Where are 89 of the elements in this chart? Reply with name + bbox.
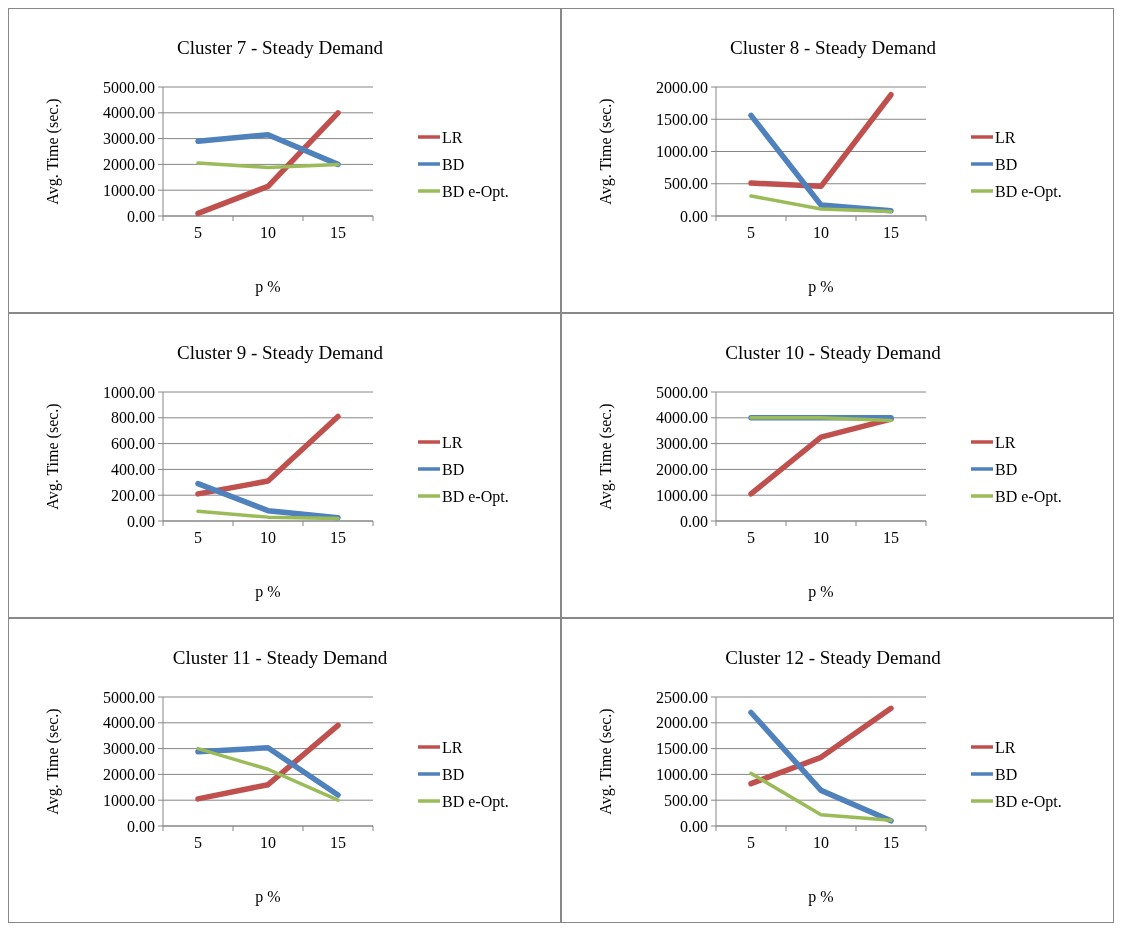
y-axis-title: Avg. Time (sec.) [44,708,62,815]
legend-label: BD [442,460,465,478]
legend-label: BD e-Opt. [995,182,1062,201]
y-tick-label: 1000.00 [103,791,155,809]
legend-label: BD [442,155,465,173]
y-axis-title: Avg. Time (sec.) [597,403,615,510]
y-tick-label: 2000.00 [656,461,708,478]
y-tick-label: 3000.00 [103,130,155,148]
y-axis-title: Avg. Time (sec.) [44,98,62,205]
x-tick-label: 15 [330,529,346,546]
y-axis-title: Avg. Time (sec.) [597,98,615,205]
legend-label: BD e-Opt. [995,792,1062,811]
legend-label: LR [442,738,463,756]
x-tick-label: 10 [813,529,829,546]
y-tick-label: 1000.00 [103,383,155,401]
x-tick-label: 15 [883,224,899,241]
y-tick-label: 1000.00 [656,486,708,504]
legend-label: LR [442,433,463,451]
chart-title: Cluster 7 - Steady Demand [177,37,384,58]
y-tick-label: 0.00 [680,817,708,835]
y-tick-label: 0.00 [680,207,708,225]
x-axis-title: p % [255,888,281,906]
x-tick-label: 10 [260,224,276,241]
y-tick-label: 4000.00 [103,104,155,122]
x-axis-title: p % [808,888,834,906]
x-tick-label: 5 [194,834,202,851]
legend-label: BD [995,155,1018,173]
y-tick-label: 3000.00 [656,435,708,453]
y-tick-label: 0.00 [127,512,155,530]
legend-label: LR [995,738,1016,756]
legend-label: LR [442,128,463,146]
y-tick-label: 0.00 [127,817,155,835]
x-tick-label: 10 [813,834,829,851]
y-axis-title: Avg. Time (sec.) [597,708,615,815]
chart-title: Cluster 9 - Steady Demand [177,342,384,363]
y-tick-label: 500.00 [664,791,708,809]
x-axis-title: p % [808,583,834,601]
legend-label: BD e-Opt. [442,792,509,811]
chart-title: Cluster 12 - Steady Demand [725,647,942,668]
x-tick-label: 10 [813,224,829,241]
y-tick-label: 800.00 [111,409,155,427]
legend-label: BD [995,765,1018,783]
y-tick-label: 200.00 [111,486,155,504]
y-tick-label: 5000.00 [103,688,155,706]
y-tick-label: 400.00 [111,461,155,478]
y-tick-label: 2000.00 [656,714,708,732]
y-tick-label: 2000.00 [103,156,155,173]
legend-label: BD e-Opt. [995,487,1062,506]
y-tick-label: 5000.00 [656,383,708,401]
legend-label: BD e-Opt. [442,182,509,201]
x-tick-label: 10 [260,834,276,851]
y-tick-label: 0.00 [680,512,708,530]
x-axis-title: p % [255,278,281,296]
y-tick-label: 600.00 [111,435,155,453]
legend-label: LR [995,128,1016,146]
y-tick-label: 5000.00 [103,78,155,96]
y-tick-label: 4000.00 [656,409,708,427]
y-tick-label: 1500.00 [656,110,708,128]
x-tick-label: 15 [330,834,346,851]
x-tick-label: 10 [260,529,276,546]
x-tick-label: 5 [194,224,202,241]
legend-label: BD [442,765,465,783]
y-tick-label: 1000.00 [656,766,708,783]
chart-title: Cluster 8 - Steady Demand [730,37,937,58]
y-tick-label: 2000.00 [103,766,155,783]
y-axis-title: Avg. Time (sec.) [44,403,62,510]
y-tick-label: 1000.00 [656,143,708,161]
legend-label: BD [995,460,1018,478]
x-tick-label: 15 [883,834,899,851]
y-tick-label: 1000.00 [103,181,155,199]
x-tick-label: 5 [194,529,202,546]
legend-label: LR [995,433,1016,451]
chart-title: Cluster 10 - Steady Demand [725,342,942,363]
y-tick-label: 4000.00 [103,714,155,732]
chart-title: Cluster 11 - Steady Demand [172,647,388,668]
x-tick-label: 15 [330,224,346,241]
x-tick-label: 15 [883,529,899,546]
y-tick-label: 1500.00 [656,740,708,758]
y-tick-label: 3000.00 [103,740,155,758]
x-tick-label: 5 [747,834,755,851]
x-tick-label: 5 [747,529,755,546]
y-tick-label: 2000.00 [656,78,708,96]
y-tick-label: 500.00 [664,175,708,193]
y-tick-label: 2500.00 [656,688,708,706]
x-tick-label: 5 [747,224,755,241]
x-axis-title: p % [255,583,281,601]
x-axis-title: p % [808,278,834,296]
y-tick-label: 0.00 [127,207,155,225]
legend-label: BD e-Opt. [442,487,509,506]
